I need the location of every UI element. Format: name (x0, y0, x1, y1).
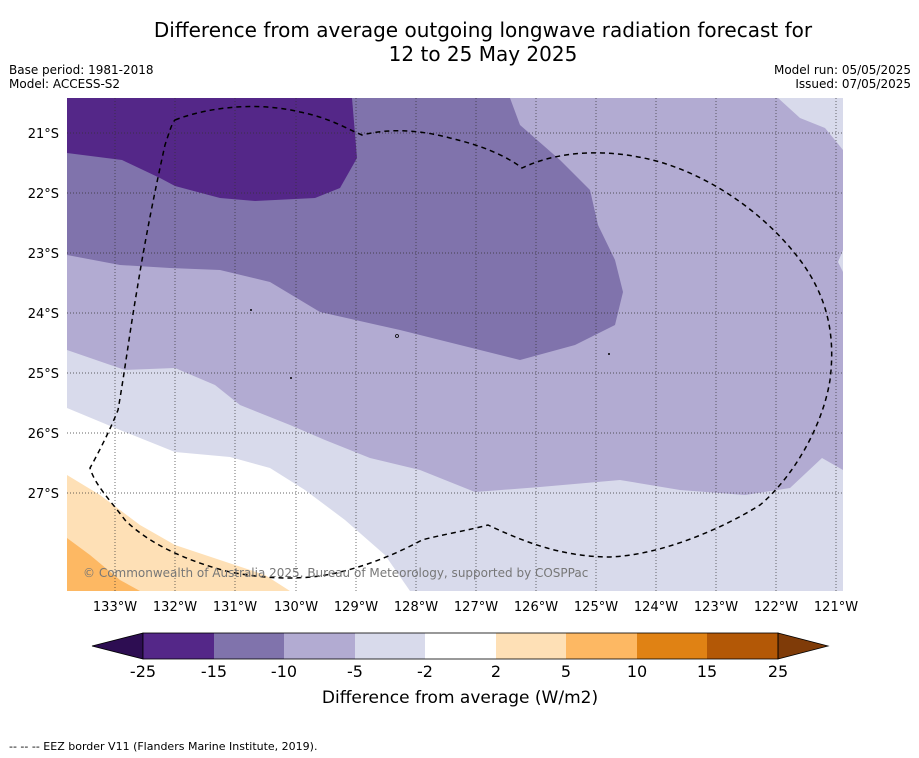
colorbar-swatch (143, 633, 214, 659)
lon-label: 128°W (394, 600, 438, 615)
band-minus15-minus25 (67, 98, 357, 201)
colorbar: -25 -15 -10 -5 -2 2 5 10 15 25 Differenc… (91, 632, 830, 708)
island-3 (395, 334, 399, 338)
lon-label: 130°W (274, 600, 318, 615)
lon-label: 132°W (153, 600, 197, 615)
colorbar-low-arrow (91, 632, 144, 660)
meta-left: Base period: 1981-2018 Model: ACCESS-S2 (9, 63, 154, 91)
base-period: Base period: 1981-2018 (9, 63, 154, 77)
colorbar-tick: -5 (347, 662, 363, 681)
band-5-10 (67, 538, 140, 591)
lat-labels: 21°S 22°S 23°S 24°S 25°S 26°S 27°S (28, 127, 59, 502)
copyright-text: © Commonwealth of Australia 2025, Bureau… (83, 566, 588, 580)
title-line-2: 12 to 25 May 2025 (388, 42, 578, 66)
model-run: Model run: 05/05/2025 (773, 63, 911, 77)
lat-label: 23°S (28, 247, 59, 262)
colorbar-label: Difference from average (W/m2) (322, 688, 598, 708)
gridlines (67, 98, 843, 591)
colorbar-swatch (425, 633, 496, 659)
colorbar-outline (142, 632, 779, 660)
lat-label: 22°S (28, 187, 59, 202)
band-minus2-minus5-e (838, 250, 843, 272)
lon-label: 131°W (213, 600, 257, 615)
lon-labels: 133°W 132°W 131°W 130°W 129°W 128°W 127°… (93, 600, 858, 615)
lat-label: 27°S (28, 487, 59, 502)
colorbar-tick: 25 (768, 662, 788, 681)
colorbar-tick: -10 (271, 662, 297, 681)
lat-label: 25°S (28, 367, 59, 382)
lat-label: 24°S (28, 307, 59, 322)
eez-border (89, 105, 833, 579)
lon-label: 122°W (754, 600, 798, 615)
lon-label: 123°W (694, 600, 738, 615)
chart-title: Difference from average outgoing longwav… (0, 18, 919, 66)
title-line-1: Difference from average outgoing longwav… (153, 18, 813, 42)
lon-label: 125°W (574, 600, 618, 615)
colorbar-ticks: -25 -15 -10 -5 -2 2 5 10 15 25 (130, 662, 788, 681)
island-4 (608, 353, 610, 355)
meta-right: Model run: 05/05/2025 Issued: 07/05/2025 (774, 63, 911, 91)
lon-label: 126°W (514, 600, 558, 615)
colorbar-swatch (637, 633, 707, 659)
colorbar-high-arrow (777, 632, 830, 660)
lon-label: 124°W (634, 600, 678, 615)
colorbar-tick: 15 (697, 662, 717, 681)
lon-label: 129°W (334, 600, 378, 615)
lat-label: 26°S (28, 427, 59, 442)
island-1 (250, 309, 252, 311)
colorbar-swatch (284, 633, 355, 659)
map-fill: © Commonwealth of Australia 2025, Bureau… (67, 98, 843, 591)
colorbar-swatch (214, 633, 284, 659)
band-2-5 (67, 475, 290, 591)
colorbar-tick: -15 (201, 662, 227, 681)
lon-label: 121°W (814, 600, 858, 615)
colorbar-tick: 2 (491, 662, 501, 681)
colorbar-tick: 10 (627, 662, 647, 681)
colorbar-swatch (496, 633, 566, 659)
colorbar-swatch (355, 633, 425, 659)
colorbar-tick: 5 (561, 662, 571, 681)
colorbar-tick: -25 (130, 662, 156, 681)
lon-label: 127°W (454, 600, 498, 615)
eez-footnote: -- -- -- EEZ border V11 (Flanders Marine… (9, 740, 318, 753)
colorbar-swatch (566, 633, 637, 659)
model-name: Model: ACCESS-S2 (9, 77, 121, 91)
issued-date: Issued: 07/05/2025 (795, 77, 911, 91)
band-minus2-minus5-ne (778, 98, 843, 150)
island-2 (290, 377, 292, 379)
lat-label: 21°S (28, 127, 59, 142)
colorbar-swatch (707, 633, 778, 659)
colorbar-tick: -2 (417, 662, 433, 681)
lon-label: 133°W (93, 600, 137, 615)
